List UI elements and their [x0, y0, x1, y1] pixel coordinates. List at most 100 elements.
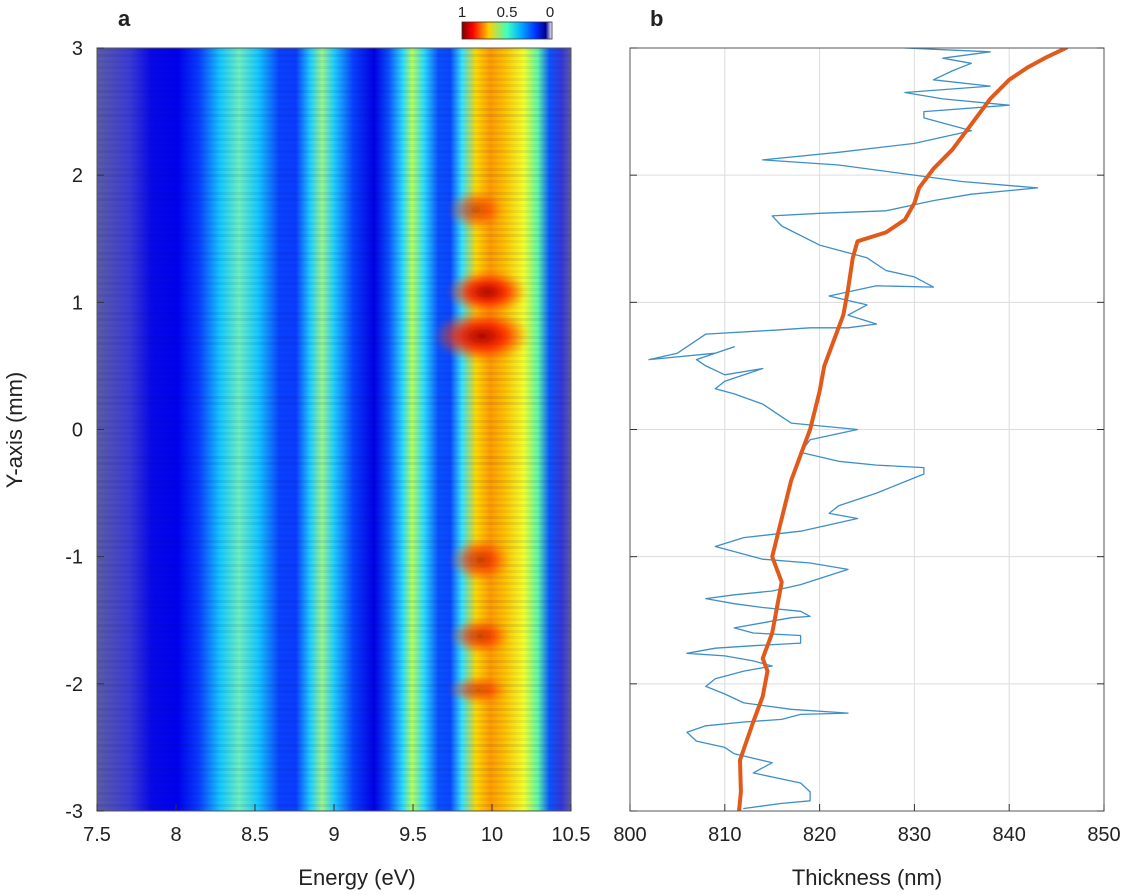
- heatmap-row-texture: [97, 672, 571, 675]
- heatmap-row-texture: [97, 696, 571, 699]
- heatmap-row-texture: [97, 72, 571, 75]
- heatmap-row-texture: [97, 744, 571, 747]
- heatmap-row-texture: [97, 354, 571, 357]
- heatmap-row-texture: [97, 336, 571, 339]
- heatmap-row-texture: [97, 504, 571, 507]
- thickness-x-tick-label: 820: [803, 824, 836, 846]
- heatmap-row-texture: [97, 708, 571, 711]
- heatmap-x-tick-label: 9: [328, 824, 339, 846]
- heatmap-row-texture: [97, 774, 571, 777]
- heatmap-row-texture: [97, 750, 571, 753]
- heatmap-row-texture: [97, 528, 571, 531]
- heatmap-row-texture: [97, 390, 571, 393]
- heatmap-row-texture: [97, 108, 571, 111]
- heatmap-row-texture: [97, 702, 571, 705]
- heatmap-row-texture: [97, 552, 571, 555]
- heatmap-row-texture: [97, 588, 571, 591]
- heatmap-row-texture: [97, 690, 571, 693]
- heatmap-row-texture: [97, 348, 571, 351]
- heatmap-y-tick-label: 0: [72, 420, 83, 442]
- thickness-x-tick-label: 830: [898, 824, 931, 846]
- heatmap-row-texture: [97, 792, 571, 795]
- heatmap-row-texture: [97, 312, 571, 315]
- heatmap-row-texture: [97, 756, 571, 759]
- heatmap-row-texture: [97, 540, 571, 543]
- heatmap-row-texture: [97, 642, 571, 645]
- heatmap-row-texture: [97, 378, 571, 381]
- heatmap-image: [97, 48, 571, 811]
- heatmap-y-tick-label: 2: [72, 165, 83, 187]
- heatmap-row-texture: [97, 48, 571, 51]
- heatmap-row-texture: [97, 558, 571, 561]
- heatmap-row-texture: [97, 156, 571, 159]
- heatmap-row-texture: [97, 240, 571, 243]
- heatmap-row-texture: [97, 648, 571, 651]
- heatmap-row-texture: [97, 486, 571, 489]
- heatmap-y-tick-label: -1: [65, 547, 83, 569]
- thickness-x-tick-label: 810: [708, 824, 741, 846]
- heatmap-row-texture: [97, 192, 571, 195]
- heatmap-row-texture: [97, 168, 571, 171]
- colorbar-label-0: 0: [546, 4, 554, 21]
- heatmap-row-texture: [97, 510, 571, 513]
- heatmap-y-tick-label: -2: [65, 674, 83, 696]
- heatmap-row-texture: [97, 306, 571, 309]
- heatmap-x-tick-label: 8: [170, 824, 181, 846]
- colorbar-label-0.5: 0.5: [497, 4, 518, 21]
- heatmap-row-texture: [97, 432, 571, 435]
- heatmap-row-texture: [97, 546, 571, 549]
- heatmap-row-texture: [97, 438, 571, 441]
- heatmap-row-texture: [97, 138, 571, 141]
- heatmap-row-texture: [97, 612, 571, 615]
- heatmap-row-texture: [97, 84, 571, 87]
- thickness-smoothed-line: [737, 48, 1069, 811]
- heatmap-row-texture: [97, 564, 571, 567]
- heatmap-row-texture: [97, 186, 571, 189]
- heatmap-row-texture: [97, 606, 571, 609]
- thickness-y-ticks: [630, 47, 1104, 812]
- heatmap-row-texture: [97, 294, 571, 297]
- heatmap-row-texture: [97, 726, 571, 729]
- heatmap-row-texture: [97, 162, 571, 165]
- heatmap-row-texture: [97, 204, 571, 207]
- heatmap-row-texture: [97, 414, 571, 417]
- colorbar: 1 0.5 0: [458, 4, 554, 40]
- heatmap-row-texture: [97, 246, 571, 249]
- heatmap-row-texture: [97, 318, 571, 321]
- heatmap-row-texture: [97, 252, 571, 255]
- thickness-x-tick-label: 800: [613, 824, 646, 846]
- heatmap-row-texture: [97, 126, 571, 129]
- heatmap-row-texture: [97, 462, 571, 465]
- heatmap-x-ticks: 7.5 8 8.5 9 9.5 10 10.5: [83, 804, 590, 846]
- heatmap-row-texture: [97, 768, 571, 771]
- heatmap-row-texture: [97, 408, 571, 411]
- heatmap-row-texture: [97, 66, 571, 69]
- heatmap-row-texture: [97, 492, 571, 495]
- heatmap-row-texture: [97, 180, 571, 183]
- heatmap-row-texture: [97, 384, 571, 387]
- thickness-lines: [648, 48, 1069, 811]
- heatmap-row-texture: [97, 114, 571, 117]
- thickness-panel: 800 810 820 830 840 850 Thickness (nm): [613, 47, 1121, 890]
- heatmap-x-axis-title: Energy (eV): [298, 865, 415, 890]
- panel-letter-a: a: [118, 6, 131, 31]
- heatmap-row-texture: [97, 480, 571, 483]
- heatmap-row-texture: [97, 798, 571, 801]
- heatmap-row-texture: [97, 276, 571, 279]
- heatmap-y-tick-label: 3: [72, 38, 83, 60]
- heatmap-row-texture: [97, 150, 571, 153]
- heatmap-row-texture: [97, 666, 571, 669]
- heatmap-row-texture: [97, 330, 571, 333]
- heatmap-row-texture: [97, 198, 571, 201]
- heatmap-row-texture: [97, 450, 571, 453]
- heatmap-row-texture: [97, 594, 571, 597]
- thickness-grid: [629, 47, 1105, 812]
- heatmap-row-texture: [97, 366, 571, 369]
- heatmap-row-texture: [97, 144, 571, 147]
- heatmap-row-texture: [97, 234, 571, 237]
- heatmap-row-texture: [97, 228, 571, 231]
- heatmap-y-tick-label: -3: [65, 801, 83, 823]
- heatmap-row-texture: [97, 324, 571, 327]
- heatmap-row-texture: [97, 654, 571, 657]
